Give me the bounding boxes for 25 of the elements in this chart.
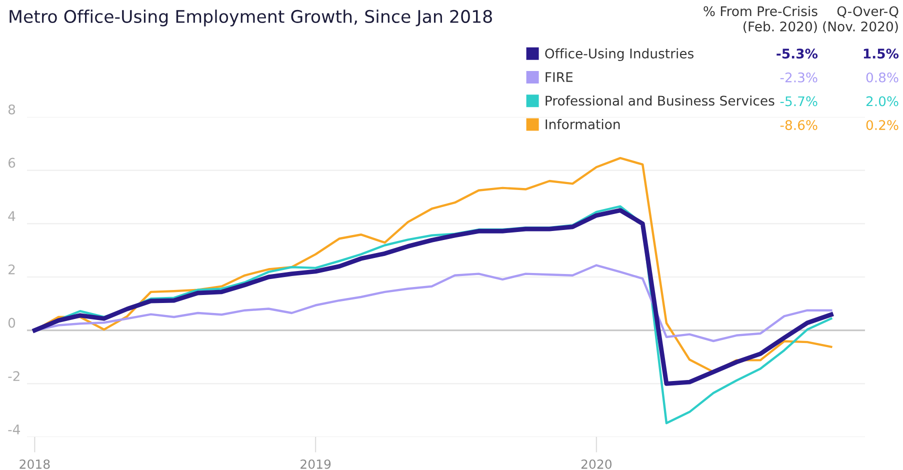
y-tick-label: 0 <box>8 318 16 328</box>
y-tick-label: 8 <box>8 104 16 114</box>
x-tick-label: 2020 <box>581 459 612 469</box>
x-tick-label: 2018 <box>20 459 50 469</box>
y-tick-label: 4 <box>8 211 16 221</box>
text: % From Pre-Crisis (Feb. 2020) <box>704 6 818 34</box>
text: -5.3% <box>776 48 818 59</box>
legend-label: Office-Using Industries <box>545 48 694 62</box>
y-tick-label: -4 <box>8 424 20 434</box>
y-tick-label: 2 <box>8 264 15 274</box>
text: -2.3% <box>780 72 818 82</box>
y-tick-label: -2 <box>8 371 20 381</box>
text: -5.7% <box>780 96 818 106</box>
text: 2.0% <box>866 96 898 106</box>
text: Q-Over-Q (Nov. 2020) <box>823 6 898 34</box>
legend-label: Information <box>546 119 620 130</box>
y-tick-label: 6 <box>8 158 16 168</box>
x-tick-label: 2019 <box>300 459 331 469</box>
chart-title: Metro Office-Using Employment Growth, Since Jan 2018 <box>10 10 492 26</box>
text: 0.8% <box>866 72 898 82</box>
annotation: -8.6% <box>780 120 818 130</box>
legend-label: Professional and Business Services <box>546 95 774 106</box>
text: 1.5% <box>864 48 899 59</box>
text: 0.2% <box>866 120 898 130</box>
legend-label: FIRE <box>546 72 573 82</box>
